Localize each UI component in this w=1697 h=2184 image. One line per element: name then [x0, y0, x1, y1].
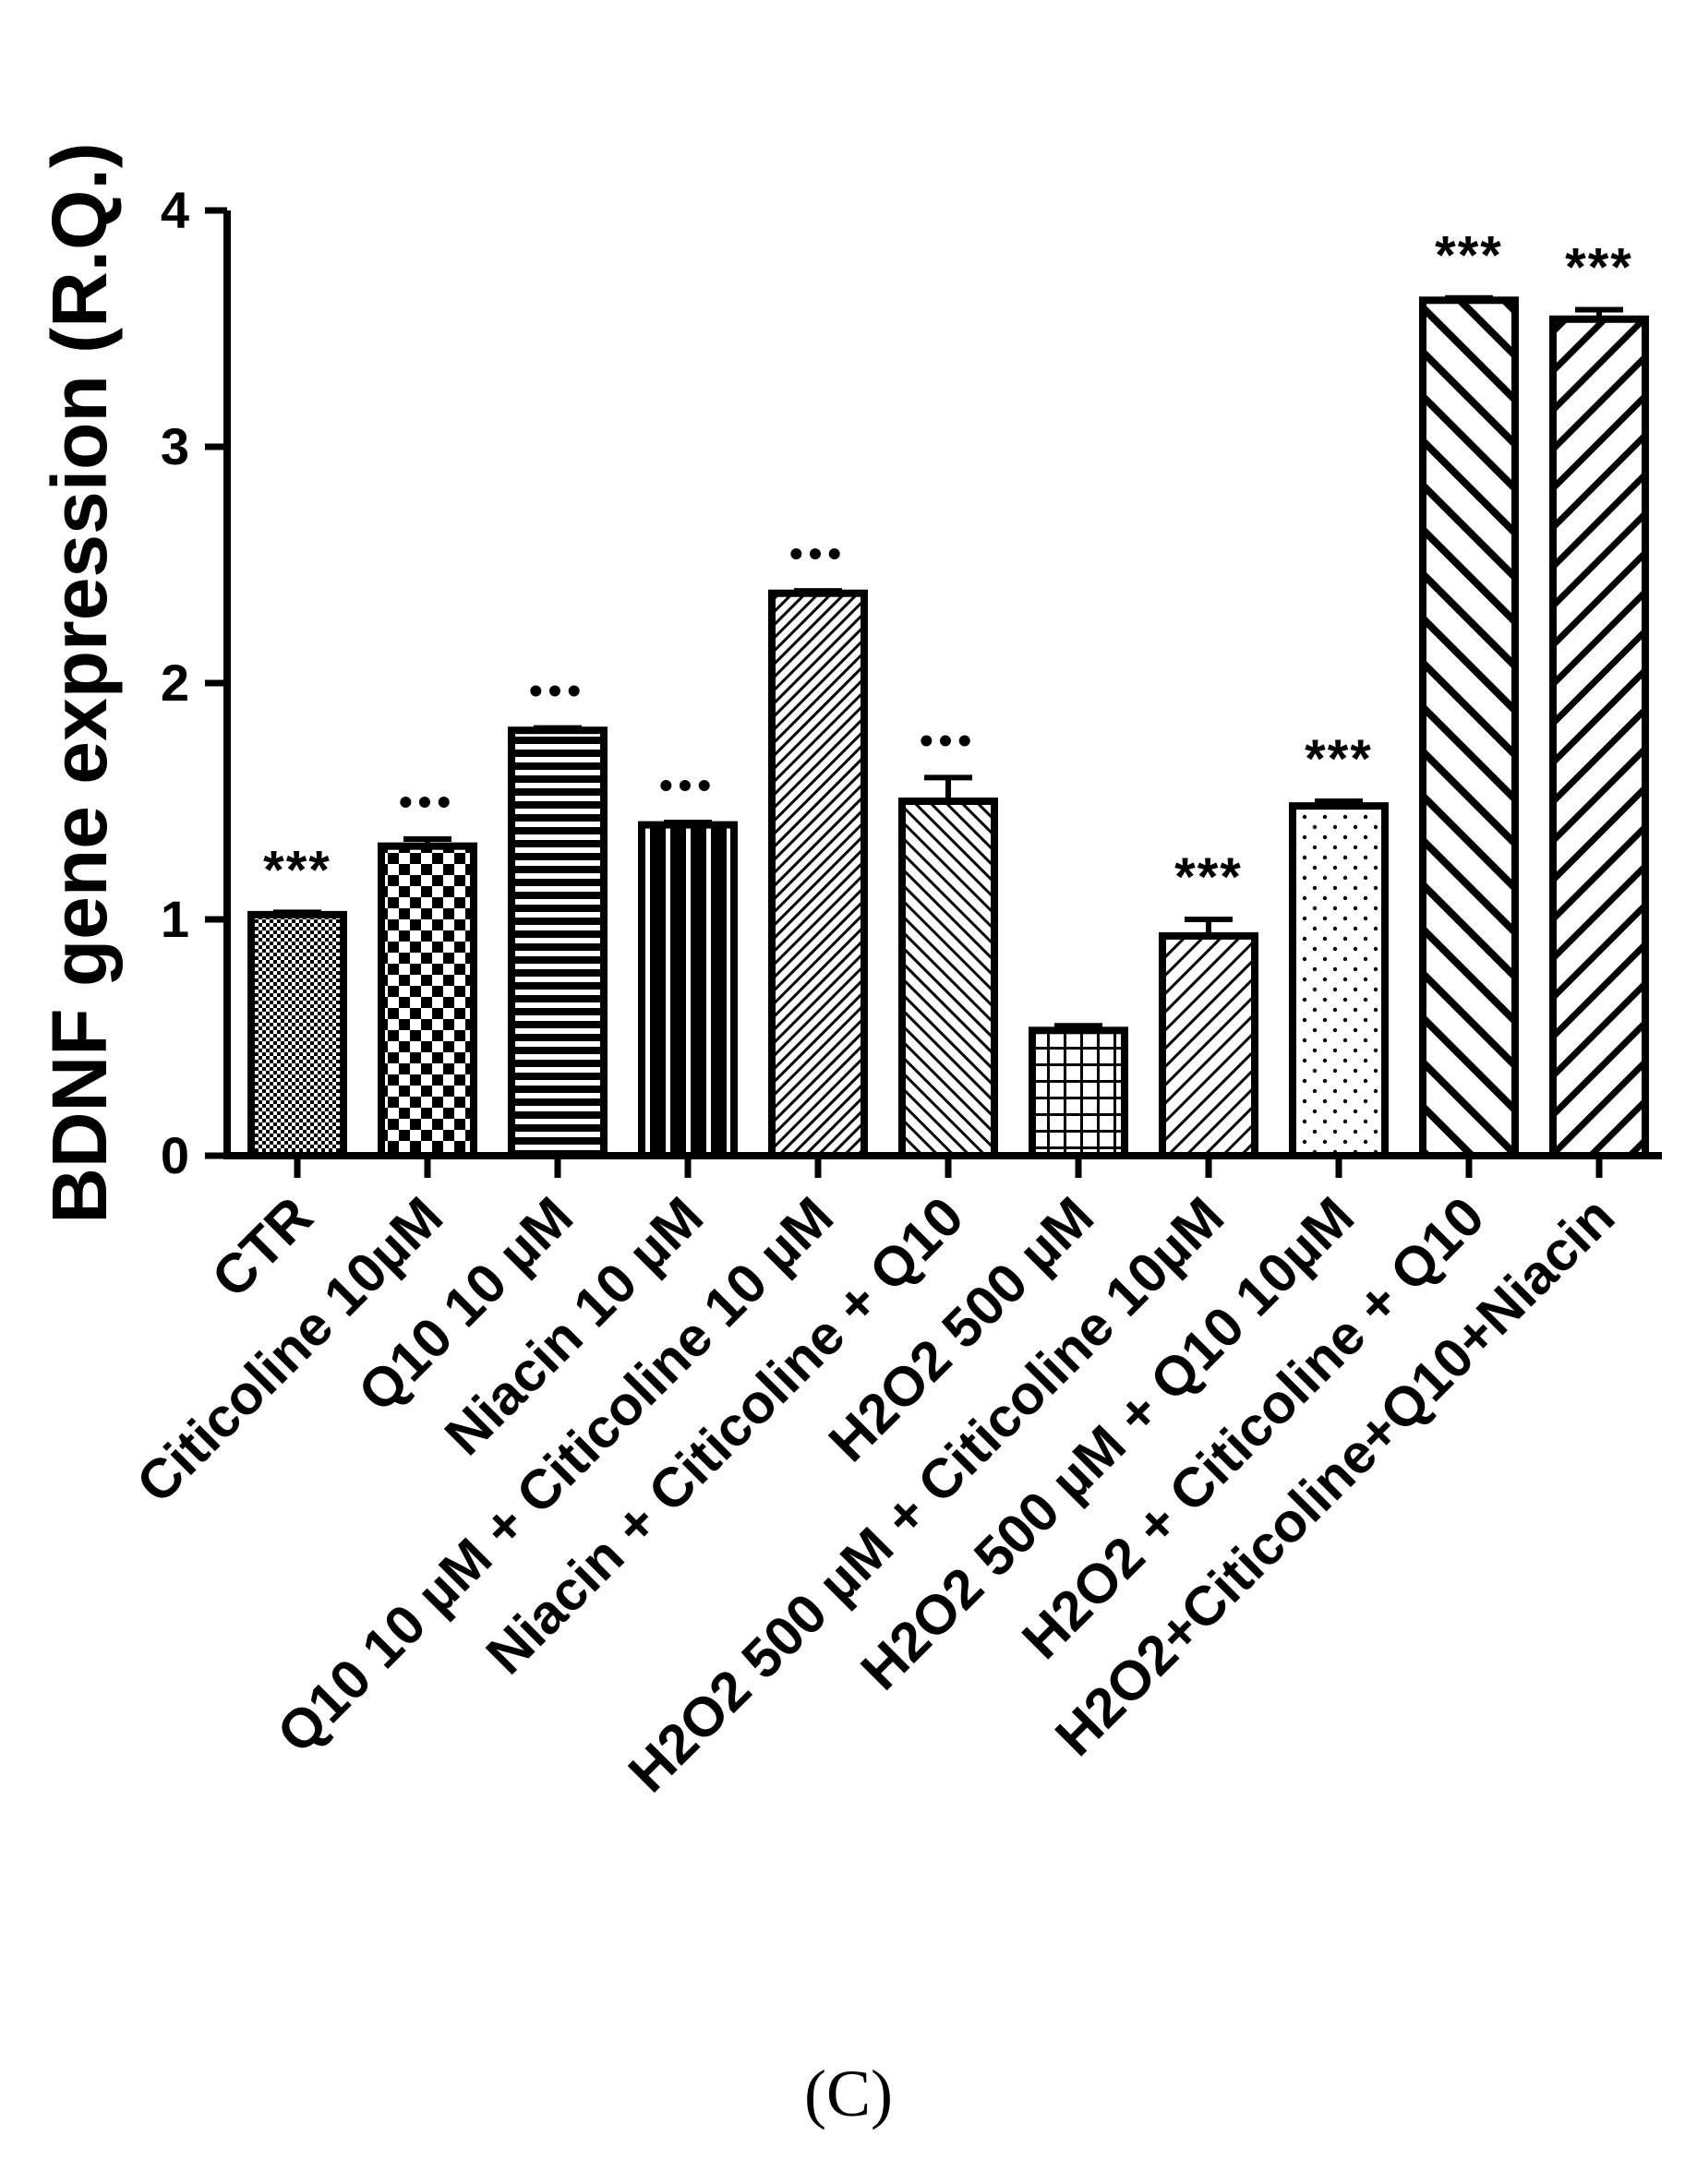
significance-label: ••• — [789, 532, 847, 575]
y-tick-label: 0 — [161, 1126, 189, 1184]
y-tick-label: 2 — [161, 654, 189, 712]
bar — [1029, 1026, 1128, 1159]
bar — [1549, 315, 1649, 1159]
significance-label: ••• — [920, 718, 977, 762]
bar — [1419, 296, 1519, 1159]
y-tick-label: 3 — [161, 417, 189, 475]
y-tick-label: 1 — [161, 890, 189, 948]
y-axis: 0 1 2 3 4 — [161, 181, 231, 1184]
significance-label: ••• — [399, 780, 456, 823]
x-ticks — [294, 1156, 1603, 1178]
significance-label: ••• — [529, 669, 586, 713]
bar — [1159, 931, 1258, 1159]
error-bars-layer — [273, 294, 1623, 1031]
significance-label: *** — [1565, 238, 1633, 298]
significance-label: *** — [1174, 847, 1243, 907]
bar — [378, 842, 477, 1159]
significance-label: *** — [263, 840, 331, 900]
significance-label: *** — [1305, 729, 1373, 789]
significance-layer: *** ••• ••• ••• ••• ••• *** *** *** *** — [263, 226, 1633, 907]
y-axis-label: BDNF gene expression (R.Q.) — [36, 142, 123, 1224]
bar — [768, 589, 868, 1159]
bar — [1289, 802, 1389, 1159]
bar — [898, 798, 998, 1159]
panel-label: (C) — [804, 2057, 893, 2130]
y-tick-label: 4 — [161, 181, 189, 239]
x-axis — [223, 1152, 1662, 1178]
bar — [247, 910, 347, 1159]
y-ticks: 0 1 2 3 4 — [161, 181, 227, 1184]
bar — [638, 821, 738, 1159]
bar — [508, 726, 608, 1159]
significance-label: *** — [1435, 226, 1503, 286]
significance-label: ••• — [659, 763, 716, 807]
